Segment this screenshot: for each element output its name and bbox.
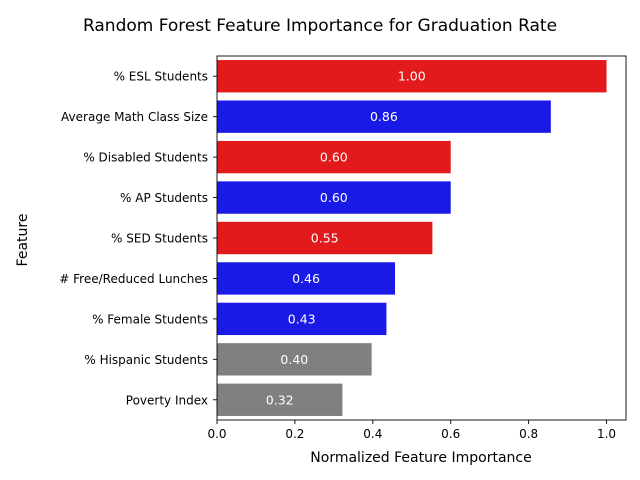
x-tick-label: 1.0 <box>597 427 616 441</box>
y-tick-label: % Disabled Students <box>83 151 208 165</box>
y-tick-label: % ESL Students <box>114 70 208 84</box>
axes-frame <box>216 55 627 421</box>
bar <box>217 221 433 255</box>
x-tick-label: 0.2 <box>285 427 304 441</box>
y-tick-labels: % ESL Students Average Math Class Size % D… <box>59 70 217 407</box>
y-tick-label: Poverty Index <box>126 393 208 407</box>
bar <box>217 60 607 93</box>
bar-value-label: 0.55 <box>311 231 339 246</box>
bar <box>217 343 372 376</box>
x-ticks: 0.0 0.2 0.4 0.6 0.8 1.0 <box>207 420 616 441</box>
y-axis-label: Feature <box>15 214 31 267</box>
x-axis-label: Normalized Feature Importance <box>310 450 531 466</box>
bar-value-label: 0.86 <box>370 109 398 124</box>
y-tick-label: % Hispanic Students <box>84 353 208 367</box>
bar <box>217 383 343 416</box>
y-tick-label: % SED Students <box>111 232 208 246</box>
bars-group: 1.00 0.86 0.60 0.60 0.55 0.46 0.43 0.40 0.32 <box>217 60 607 416</box>
bar <box>217 140 451 174</box>
y-tick-label: Average Math Class Size <box>61 110 208 124</box>
bar-value-label: 1.00 <box>398 69 426 84</box>
y-tick-label: % Female Students <box>92 312 208 326</box>
x-tick-label: 0.0 <box>207 427 226 441</box>
bar-value-label: 0.32 <box>266 392 294 407</box>
chart-title: Random Forest Feature Importance for Gra… <box>83 16 557 36</box>
x-tick-label: 0.8 <box>519 427 538 441</box>
x-tick-label: 0.4 <box>363 427 382 441</box>
y-tick-label: # Free/Reduced Lunches <box>59 272 208 286</box>
bar <box>217 302 387 336</box>
x-tick-label: 0.6 <box>441 427 460 441</box>
bar-value-label: 0.40 <box>280 352 308 367</box>
bar-value-label: 0.60 <box>320 190 348 205</box>
bar <box>217 181 451 214</box>
bar-value-label: 0.60 <box>320 150 348 165</box>
y-tick-label: % AP Students <box>120 191 208 205</box>
bar <box>217 262 396 295</box>
bar-value-label: 0.46 <box>292 271 320 286</box>
bar <box>217 100 551 133</box>
bar-value-label: 0.43 <box>288 311 316 326</box>
